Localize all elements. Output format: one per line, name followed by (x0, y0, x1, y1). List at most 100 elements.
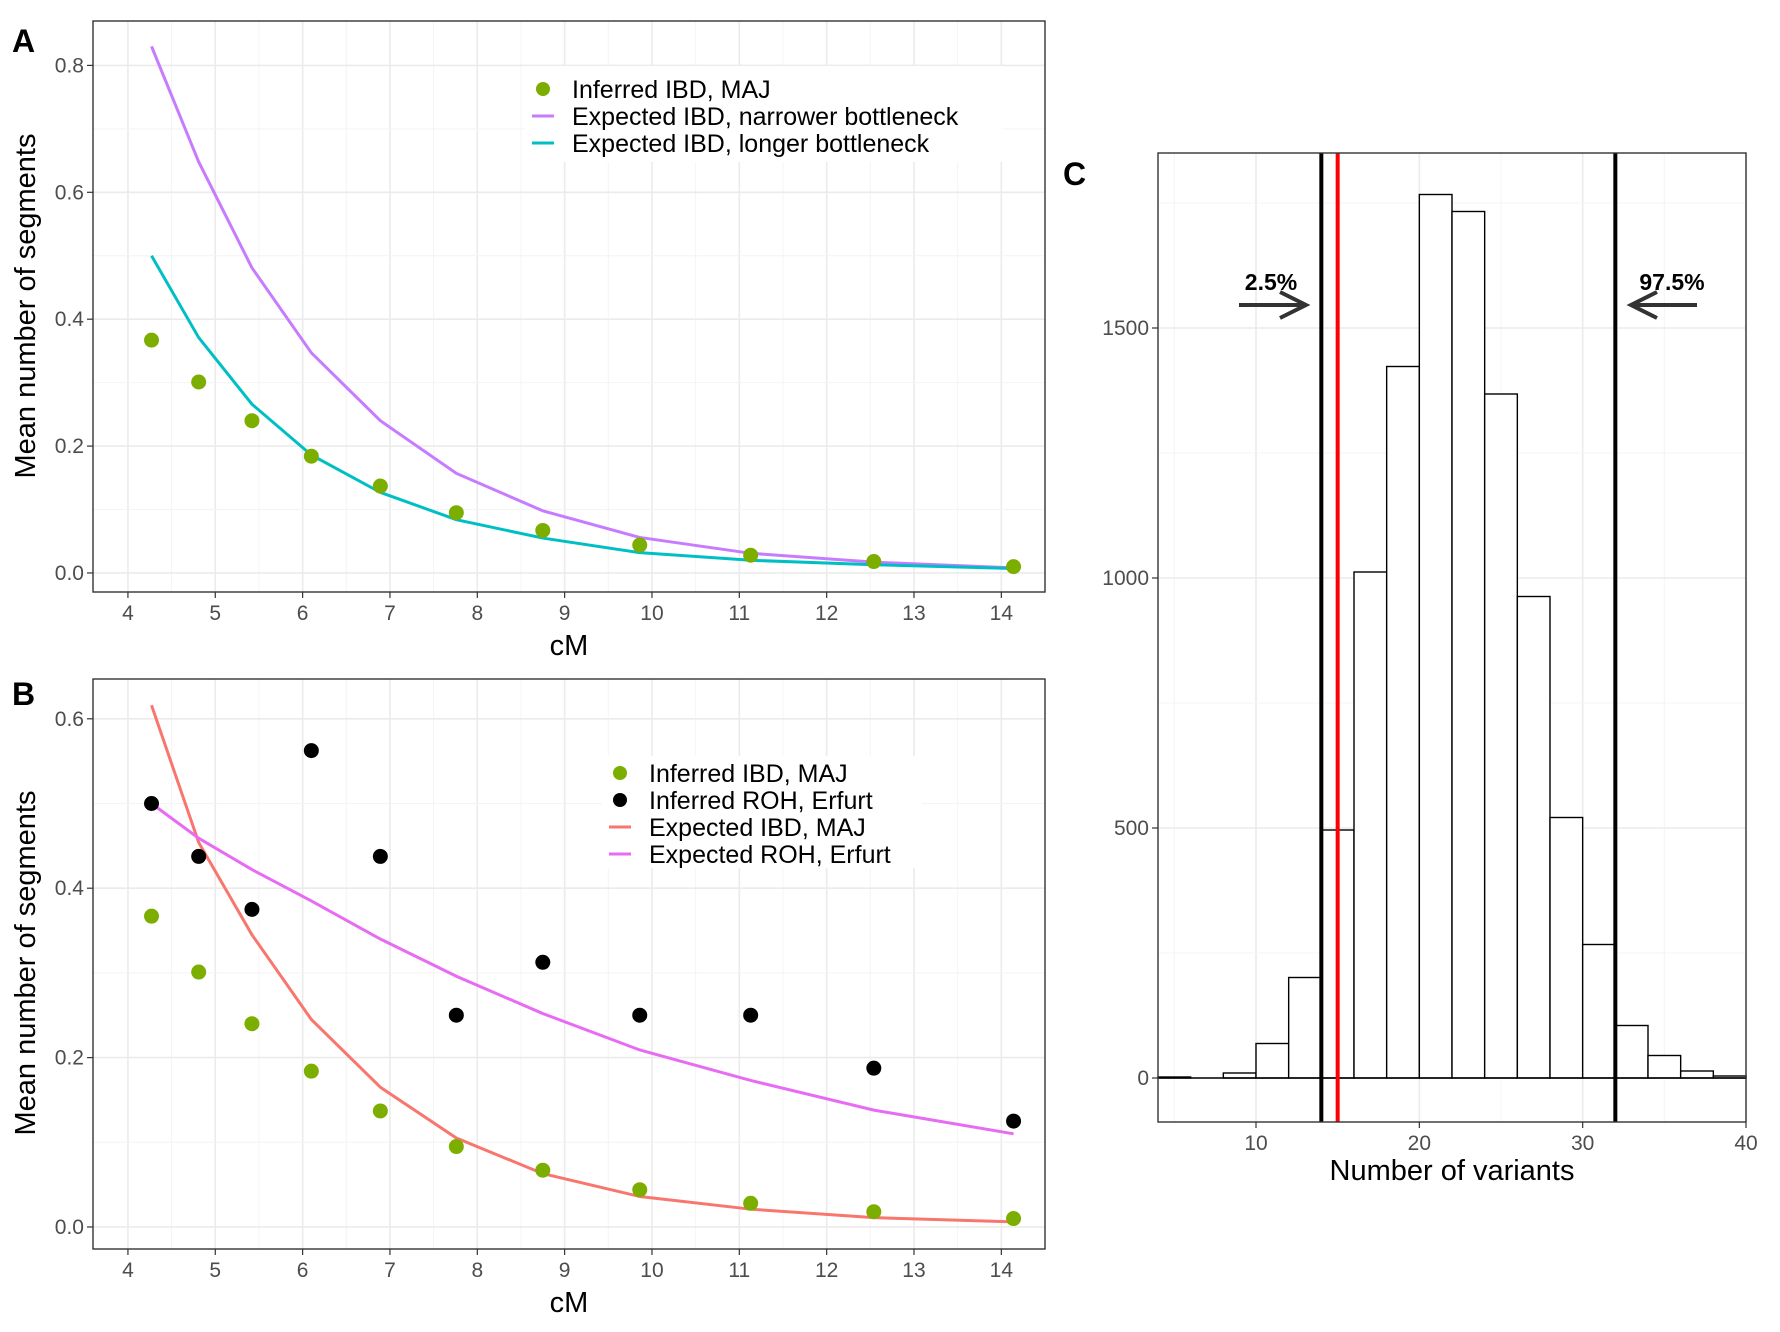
x-tick-label: 8 (471, 602, 483, 625)
panel-a-x-axis-title: cM (550, 630, 589, 662)
histogram-bar (1483, 393, 1519, 1079)
y-tick-label: 1000 (1102, 567, 1149, 590)
data-point (144, 332, 160, 348)
x-tick-label: 11 (728, 602, 750, 625)
panel-a-y-axis-title: Mean number of segments (10, 134, 42, 479)
arrow-right-icon (1239, 290, 1311, 320)
data-point (303, 743, 319, 759)
x-tick-label: 30 (1571, 1132, 1594, 1155)
panel-label-b: B (12, 676, 35, 712)
data-point (866, 554, 882, 570)
data-point (303, 1063, 319, 1079)
x-tick-label: 12 (815, 1259, 838, 1282)
panel-b-legend: Inferred IBD, MAJ Inferred ROH, Erfurt E… (602, 756, 922, 869)
panel-b-y-axis-title: Mean number of segments (10, 791, 42, 1136)
panel-a-legend: Inferred IBD, MAJ Expected IBD, narrower… (525, 66, 1003, 162)
histogram-bar (1451, 210, 1486, 1079)
histogram-bar (1581, 943, 1617, 1079)
series-line (150, 45, 1014, 570)
data-point (866, 1204, 882, 1220)
data-point (743, 1195, 759, 1211)
legend-label: Inferred IBD, MAJ (649, 760, 848, 788)
data-point (191, 848, 207, 864)
data-point (372, 1103, 388, 1119)
data-point (144, 908, 160, 924)
histogram-bar (1353, 571, 1388, 1079)
y-tick-label: 0.4 (55, 308, 85, 331)
series-line (150, 704, 1014, 1224)
panel-c-x-axis-title: Number of variants (1330, 1155, 1575, 1187)
histogram-bar (1647, 1054, 1682, 1079)
panel-b: 4 5 6 7 8 9 10 11 12 13 14 0.0 0.2 0.4 0.6 (55, 678, 1046, 1282)
y-tick-label: 0.0 (55, 562, 84, 585)
data-point (1006, 559, 1022, 575)
y-tick-label: 0.8 (55, 54, 84, 77)
data-point (535, 954, 551, 970)
data-point (372, 478, 388, 494)
plot-border (1157, 152, 1747, 1123)
histogram-bar (1418, 193, 1453, 1079)
x-tick-label: 6 (297, 602, 309, 625)
legend-label: Inferred IBD, MAJ (572, 76, 771, 104)
legend-label: Expected IBD, longer bottleneck (572, 130, 930, 158)
data-point (448, 1007, 464, 1023)
data-point (1006, 1211, 1022, 1227)
legend-background (602, 756, 922, 868)
x-tick-label: 7 (384, 1259, 396, 1282)
x-tick-label: 40 (1734, 1132, 1757, 1155)
x-tick-label: 14 (990, 1259, 1014, 1282)
x-tick-label: 9 (559, 1259, 571, 1282)
data-point (244, 1016, 260, 1032)
x-tick-label: 6 (297, 1259, 309, 1282)
histogram-bar (1222, 1072, 1257, 1079)
legend-key-points (536, 82, 550, 96)
data-point (144, 796, 160, 812)
legend-label: Expected ROH, Erfurt (649, 841, 891, 869)
x-tick-label: 10 (1244, 1132, 1267, 1155)
x-tick-label: 14 (990, 602, 1014, 625)
data-point (1006, 1113, 1022, 1129)
histogram-bar (1255, 1042, 1290, 1079)
y-tick-label: 0 (1137, 1067, 1149, 1090)
data-point (244, 901, 260, 917)
x-tick-label: 13 (902, 602, 925, 625)
y-tick-label: 0.2 (55, 1047, 84, 1070)
histogram-bar (1385, 365, 1421, 1079)
x-tick-label: 12 (815, 602, 838, 625)
legend-key-points (613, 766, 627, 780)
panel-c-annotations: 2.5% 97.5% (1239, 269, 1705, 320)
x-tick-label: 11 (728, 1259, 750, 1282)
legend-label: Inferred ROH, Erfurt (649, 787, 873, 815)
x-tick-label: 20 (1408, 1132, 1431, 1155)
histogram-bar (1287, 976, 1323, 1079)
data-point (191, 374, 207, 390)
y-tick-label: 0.0 (55, 1216, 84, 1239)
data-point (191, 964, 207, 980)
arrow-left-icon (1626, 290, 1697, 320)
y-tick-label: 0.2 (55, 435, 84, 458)
x-tick-label: 5 (209, 602, 221, 625)
plot-border (92, 678, 1046, 1250)
x-tick-label: 10 (640, 1259, 663, 1282)
x-tick-label: 4 (122, 602, 134, 625)
legend-background (525, 66, 1003, 162)
y-tick-label: 0.4 (55, 877, 85, 900)
histogram-bar (1614, 1024, 1649, 1079)
annotation-97-5-percent: 97.5% (1639, 269, 1704, 295)
x-tick-label: 13 (902, 1259, 925, 1282)
x-tick-label: 7 (384, 602, 396, 625)
series-line (150, 802, 1014, 1136)
data-point (632, 1007, 648, 1023)
x-tick-label: 9 (559, 602, 571, 625)
data-point (535, 1162, 551, 1178)
data-point (448, 1139, 464, 1155)
x-tick-label: 4 (122, 1259, 134, 1282)
y-tick-label: 0.6 (55, 181, 84, 204)
data-point (448, 505, 464, 521)
histogram-bar (1516, 595, 1551, 1079)
histogram-bar (1549, 816, 1584, 1079)
panel-b-x-axis-title: cM (550, 1287, 589, 1319)
data-point (866, 1060, 882, 1076)
data-point (632, 1182, 648, 1198)
histogram-bar (1679, 1070, 1715, 1079)
